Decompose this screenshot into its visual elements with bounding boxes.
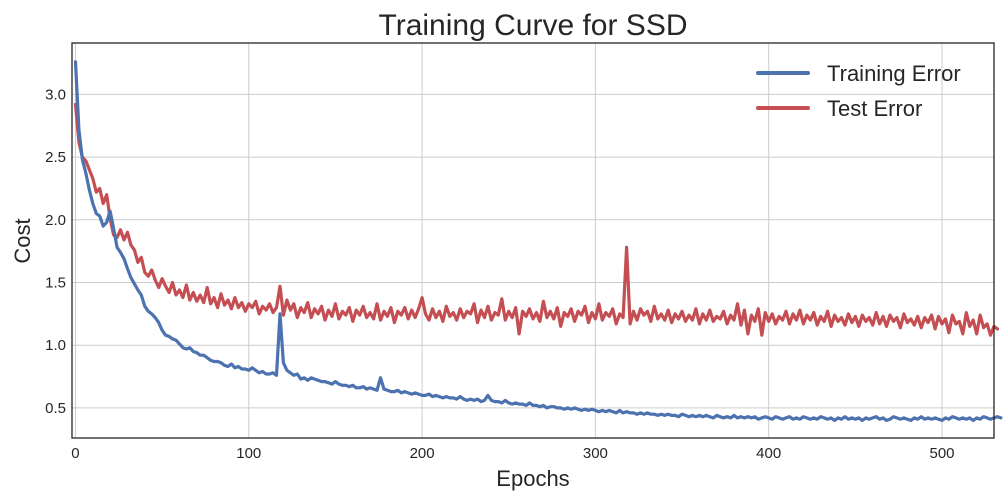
x-axis-label: Epochs	[496, 466, 569, 491]
x-tick-labels: 0 100 200 300 400 500	[71, 445, 954, 462]
y-tick-label: 1.0	[45, 337, 66, 354]
y-tick-label: 0.5	[45, 400, 66, 417]
legend: Training Error Test Error	[756, 61, 961, 121]
y-tick-label: 3.0	[45, 86, 66, 103]
x-tick-label: 500	[929, 445, 954, 462]
x-tick-label: 0	[71, 445, 79, 462]
chart-title: Training Curve for SSD	[379, 9, 688, 42]
legend-label-training-error: Training Error	[827, 61, 961, 86]
x-tick-label: 300	[583, 445, 608, 462]
y-tick-label: 2.5	[45, 149, 66, 166]
series-line-training-error	[73, 60, 1003, 422]
y-tick-label: 1.5	[45, 275, 66, 292]
legend-label-test-error: Test Error	[827, 96, 922, 121]
grid-lines	[72, 43, 994, 438]
series-lines	[73, 60, 1003, 422]
plot-frame	[71, 42, 995, 439]
y-axis-label: Cost	[10, 218, 35, 263]
series-line-test-error	[73, 102, 1000, 337]
x-tick-label: 200	[410, 445, 435, 462]
y-tick-label: 2.0	[45, 212, 66, 229]
x-tick-label: 100	[236, 445, 261, 462]
y-tick-labels: 0.5 1.0 1.5 2.0 2.5 3.0	[45, 86, 66, 416]
x-tick-label: 400	[756, 445, 781, 462]
